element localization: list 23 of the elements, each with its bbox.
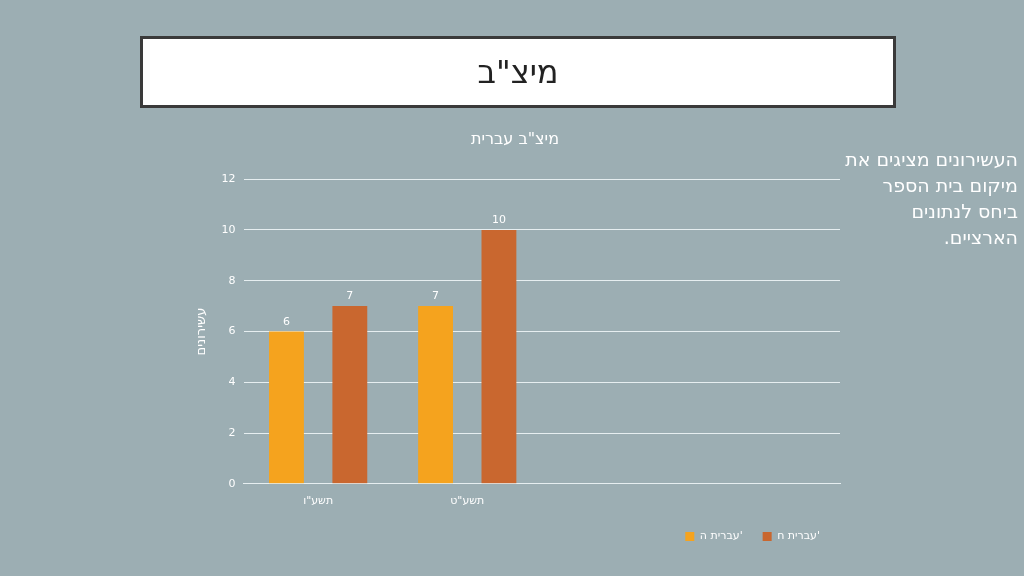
x-tick-label: תשע"ו xyxy=(303,494,334,508)
chart-subtitle: מיצ"ב עברית xyxy=(470,128,560,148)
y-tick-label: 10 xyxy=(221,222,236,236)
data-label: 7 xyxy=(346,289,354,303)
text: העשירונים מציגים את מיקום בית הספר ביחס לנתונים הארציים. xyxy=(844,147,1018,250)
y-tick-label: 0 xyxy=(228,476,236,490)
x-tick-label: תשע"ט xyxy=(450,494,485,508)
data-label: 6 xyxy=(282,314,290,328)
chart-title: מיצ"ב xyxy=(140,36,896,108)
bar xyxy=(418,306,453,484)
y-tick-label: 2 xyxy=(228,425,236,439)
bar xyxy=(269,331,304,484)
y-tick-label: 4 xyxy=(228,375,236,389)
bar xyxy=(332,306,368,484)
data-label: 7 xyxy=(432,289,440,303)
y-tick-label: 8 xyxy=(228,273,236,287)
y-axis-title: עשירונים xyxy=(193,307,209,356)
y-tick-label: 12 xyxy=(221,172,236,186)
bar xyxy=(481,229,517,484)
legend-label: עברית ח' xyxy=(777,529,821,543)
data-label: 10 xyxy=(491,213,506,227)
y-tick-label: 6 xyxy=(228,324,236,338)
legend-label: עברית ה' xyxy=(699,529,743,543)
